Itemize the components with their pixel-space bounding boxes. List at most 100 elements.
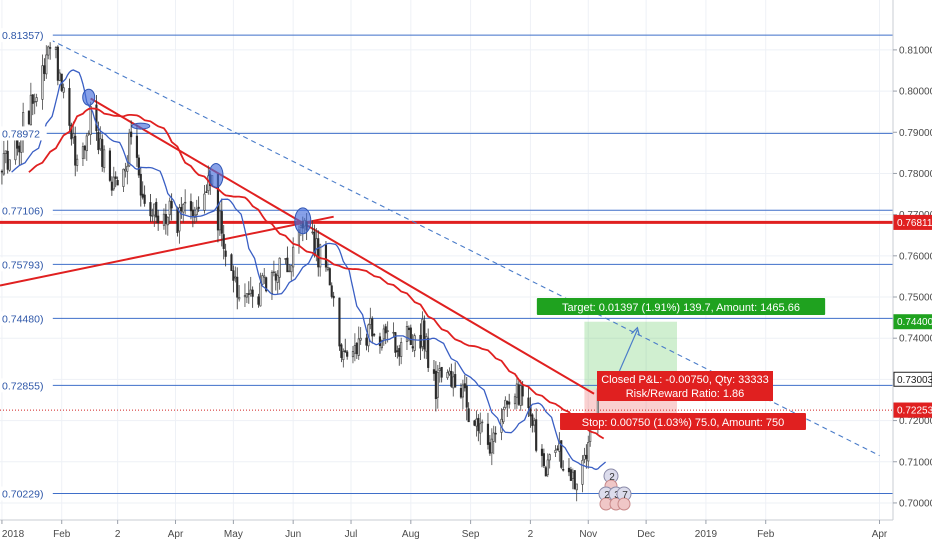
event-label: 7 [622, 490, 628, 501]
candle [153, 203, 156, 227]
candle [85, 132, 88, 161]
candle [54, 46, 58, 59]
candle-body [481, 421, 484, 424]
candle-body [535, 419, 538, 451]
candle [330, 282, 333, 299]
level-label-bg [0, 257, 53, 272]
candle-body [519, 385, 522, 406]
candle [452, 371, 455, 397]
candle-body [311, 231, 314, 234]
candle [459, 383, 463, 399]
candle [4, 150, 7, 164]
price-tag-bg [893, 371, 932, 387]
candle-body [409, 327, 412, 346]
horizontal-levels[interactable] [0, 34, 893, 495]
event-markers[interactable]: 2237 [598, 468, 632, 511]
candle-body [166, 216, 169, 226]
candle [373, 333, 376, 337]
price-tag-label: 0.74400 [897, 317, 932, 328]
candle [220, 198, 223, 247]
candle-body [394, 332, 397, 353]
candle [218, 203, 221, 236]
candle [157, 209, 160, 231]
candle [436, 364, 439, 409]
trendline[interactable] [0, 215, 334, 287]
candle [149, 194, 152, 223]
candle-body [585, 454, 588, 459]
candle-body [467, 408, 470, 423]
price-tag: 0.72253 [893, 402, 932, 418]
candle-body [62, 87, 65, 93]
trendline[interactable] [49, 39, 880, 457]
candle-body [222, 234, 225, 249]
trendlines[interactable] [0, 39, 880, 457]
price-tag-label: 0.72253 [897, 406, 932, 417]
candle [492, 425, 495, 455]
candle-body [257, 296, 260, 305]
candle [189, 193, 193, 220]
candle-body [344, 350, 347, 353]
candle-body [114, 176, 117, 179]
candle-body [108, 150, 112, 181]
candle-body [492, 432, 495, 442]
candle [43, 58, 46, 81]
candle [351, 346, 355, 364]
trendline[interactable] [90, 97, 595, 395]
candle-body [392, 331, 395, 334]
candle-body [126, 165, 129, 172]
candle-body [365, 337, 368, 346]
candle [284, 257, 287, 265]
candle [392, 322, 395, 338]
candle-body [544, 467, 547, 477]
candle [411, 334, 414, 353]
candle-body [49, 47, 52, 49]
candle [427, 328, 430, 372]
candle [8, 159, 11, 172]
candle [116, 176, 119, 186]
candle-body [178, 207, 181, 232]
candle-body [45, 54, 48, 75]
x-tick-label: Jul [345, 529, 358, 540]
candle-body [554, 449, 557, 453]
candle [274, 271, 277, 291]
time-axis-bg [0, 520, 932, 550]
candle [2, 140, 5, 176]
candle-body [203, 193, 206, 211]
candle-body [380, 339, 383, 349]
candle [139, 166, 142, 207]
candle-body [346, 351, 349, 357]
x-tick-label: Nov [579, 529, 597, 540]
candle-body [274, 273, 277, 281]
x-tick-label: Feb [757, 529, 775, 540]
candle [490, 428, 493, 466]
candle-body [371, 318, 374, 337]
candle-body [130, 131, 133, 138]
candle-body [411, 346, 414, 349]
candle [151, 208, 154, 223]
candle [573, 470, 576, 490]
candle-body [99, 138, 102, 150]
candle [243, 283, 247, 308]
candle-body [245, 293, 248, 298]
highlight-ellipse [131, 122, 151, 130]
candle-body [473, 420, 476, 426]
closed-box-bg [597, 371, 773, 401]
level-label: 0.70229) [2, 489, 43, 501]
candle [371, 316, 374, 344]
candle [504, 396, 507, 410]
ma-line-fast [11, 69, 607, 471]
candle [461, 379, 464, 410]
candle-body [205, 191, 208, 193]
event-flag[interactable] [617, 497, 631, 511]
candle [238, 285, 241, 302]
candle-body [164, 214, 167, 224]
candle-body [286, 257, 289, 273]
highlight-ellipse [294, 207, 312, 235]
candle-body [81, 146, 85, 159]
candle [29, 82, 32, 126]
candle [353, 333, 356, 362]
candle [515, 375, 518, 409]
candle-body [230, 254, 233, 271]
candle-body [124, 168, 127, 172]
